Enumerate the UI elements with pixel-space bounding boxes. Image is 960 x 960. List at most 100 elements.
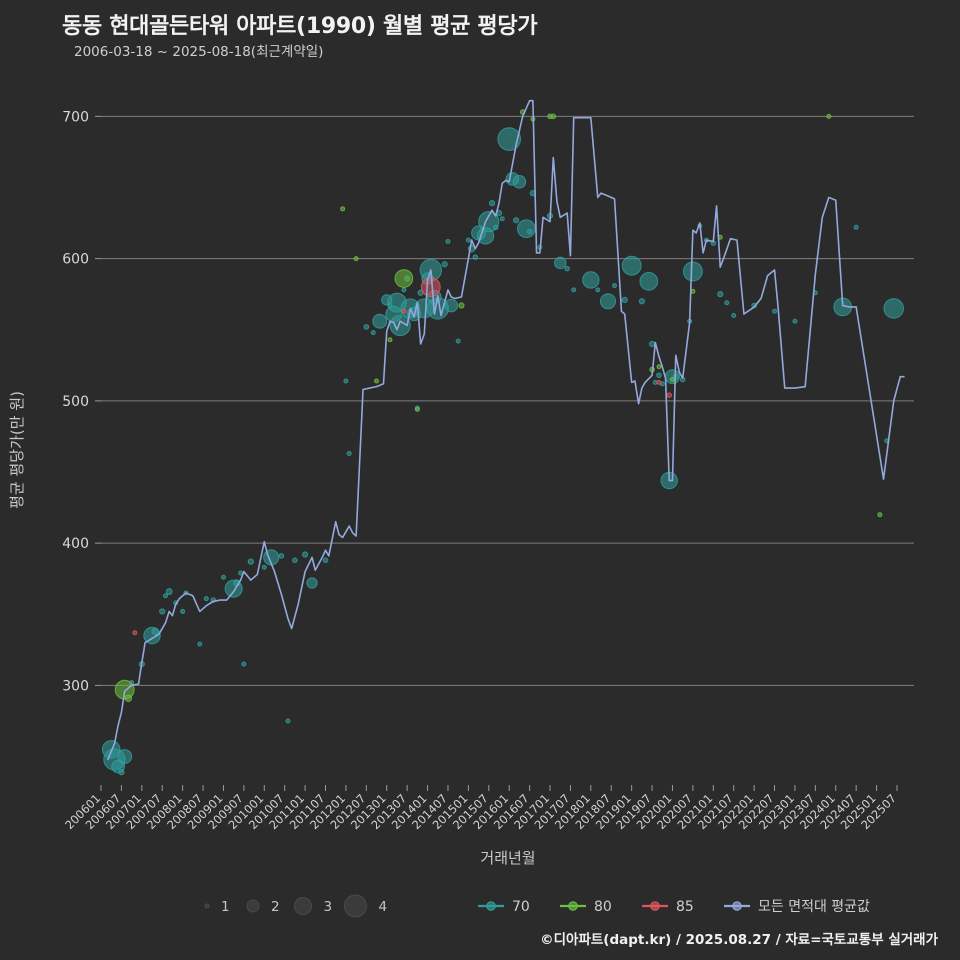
scatter-point [285,718,291,724]
scatter-point [132,630,138,636]
scatter-point [387,337,393,343]
scatter-point [278,553,285,559]
scatter-point [612,283,618,289]
scatter-point [322,557,329,564]
legend-series-marker[interactable] [568,901,578,911]
scatter-point [499,216,505,222]
scatter-point [197,641,203,647]
legend-series-label: 80 [594,899,612,915]
scatter-point [582,271,600,289]
scatter-point [571,287,577,293]
x-axis-label: 거래년월 [480,849,535,867]
scatter-point [394,269,414,288]
scatter-point [682,261,703,282]
scatter-point [114,679,135,700]
scatter-point [666,392,673,398]
page-title: 동동 현대골든타워 아파트(1990) 월별 평균 평당가 [62,14,538,39]
scatter-point [455,338,461,344]
legend-series-label: 모든 면적대 평균값 [758,899,870,915]
legend-size-label: 3 [324,899,333,915]
scatter-point [301,551,309,558]
scatter-point [517,219,536,239]
scatter-point [564,265,570,272]
scatter-point [401,308,407,314]
scatter-series-70 [101,127,904,776]
scatter-point [220,574,226,580]
scatter-point [488,200,496,207]
scatter-point [853,224,859,230]
scatter-point [374,378,380,384]
gridlines [101,115,914,686]
scatter-point [343,378,349,384]
scatter-point [492,224,499,231]
scatter-point [638,298,645,305]
legend-size-group[interactable]: 1 2 3 4 [204,894,388,918]
legend-series-label: 70 [512,899,530,915]
legend-series-marker[interactable] [486,901,496,911]
scatter-point [414,406,420,412]
scatter-point [118,769,125,776]
scatter-point [724,300,730,306]
scatter-point [497,127,522,151]
legend-size-marker[interactable] [294,897,312,915]
legend-series-marker[interactable] [732,901,742,911]
y-tick-label: 300 [62,678,89,694]
scatter-point [554,256,567,270]
scatter-point [472,254,479,260]
legend-size-marker[interactable] [246,899,260,913]
legend-size-label: 4 [379,899,388,915]
legend-size-marker[interactable] [204,903,210,909]
scatter-point [441,261,448,268]
scatter-point [621,255,642,276]
scatter-point [165,588,173,595]
scatter-point [124,694,133,702]
scatter-point [550,113,557,120]
scatter-point [826,113,832,119]
scatter-point [363,324,370,330]
scatter-point [877,512,883,518]
legend-size-label: 2 [271,899,280,915]
scatter-point [513,217,520,224]
scatter-point [353,256,359,262]
legend-series-label: 85 [676,899,694,915]
scatter-point [340,206,346,212]
y-tick-label: 700 [62,109,89,125]
scatter-point [241,661,247,667]
average-line [107,99,905,761]
y-tick-label: 500 [62,394,89,410]
scatter-point [458,302,465,309]
scatter-point [465,237,471,243]
y-axis-label: 평균 평당가(만 원) [8,391,26,509]
legend-series-marker[interactable] [650,901,660,911]
scatter-point [621,296,628,303]
scatter-point [772,308,778,314]
scatter-point [717,291,724,298]
x-axis-ticks: 2006012006072007012007072008012008072009… [62,785,899,832]
y-tick-label: 600 [62,252,89,268]
page-subtitle: 2006-03-18 ~ 2025-08-18(최근계약일) [74,44,324,60]
footer-credit: ©디아파트(dapt.kr) / 2025.08.27 / 자료=국토교통부 실… [540,932,938,948]
scatter-point [346,451,352,457]
scatter-point [420,277,441,298]
scatter-point [401,287,407,293]
legend-size-marker[interactable] [344,894,367,918]
scatter-point [292,557,298,564]
scatter-point [883,298,904,319]
scatter-point [526,228,533,235]
scatter-point [445,239,451,245]
scatter-point [595,287,601,293]
scatter-point [444,298,459,313]
legend-series-group[interactable]: 70 80 85 모든 면적대 평균값 [478,899,870,915]
scatter-point [203,596,209,602]
scatter-series-80 [114,109,883,702]
scatter-point [159,608,166,615]
scatter-point [370,330,376,336]
scatter-point [731,313,737,319]
scatter-point [656,364,662,370]
scatter-point [639,272,659,291]
average-line-layer [107,99,905,761]
scatter-point [648,340,656,348]
